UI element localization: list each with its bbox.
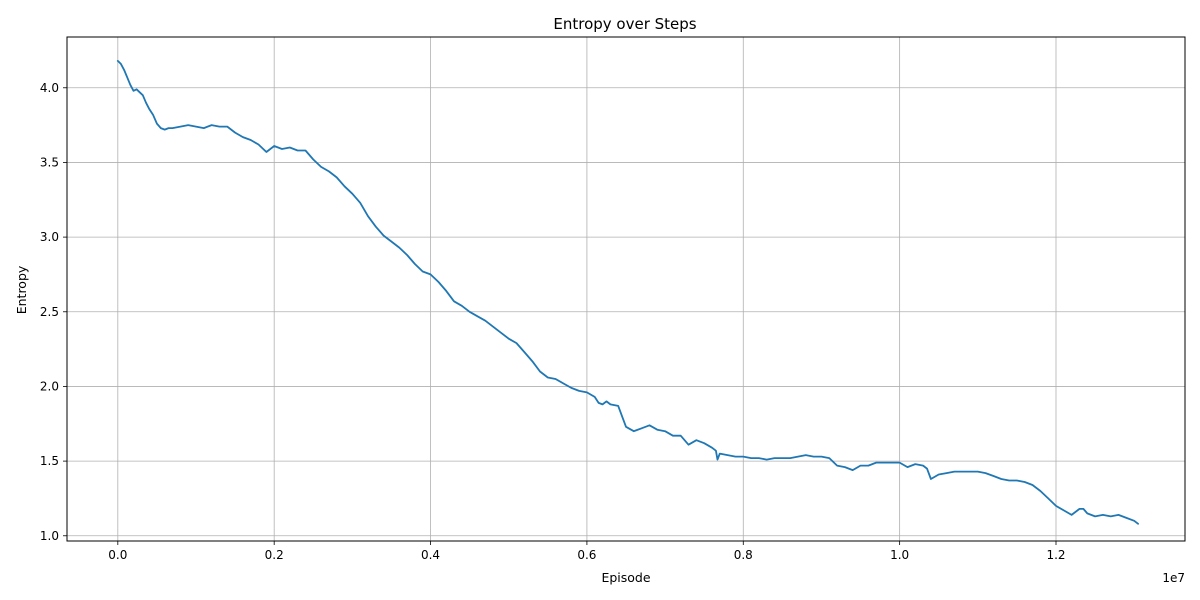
y-tick-label: 1.5 [40, 454, 59, 468]
x-tick-label: 0.0 [108, 548, 127, 562]
x-tick-label: 0.6 [577, 548, 596, 562]
x-tick-label: 0.2 [265, 548, 284, 562]
y-tick-label: 2.0 [40, 379, 59, 393]
entropy-series-line [116, 60, 1139, 525]
ticks: 0.0 0.2 0.4 0.6 0.8 1.0 1.2 1.0 1.5 2.0 2.5 3.0 3.5 4… [40, 81, 1066, 562]
x-tick-label: 1.0 [890, 548, 909, 562]
x-tick-label: 0.8 [734, 548, 753, 562]
y-tick-label: 3.5 [40, 155, 59, 169]
y-tick-label: 2.5 [40, 305, 59, 319]
grid [67, 37, 1185, 541]
data-series [116, 60, 1139, 525]
y-tick-label: 3.0 [40, 230, 59, 244]
x-axis-label: Episode [601, 570, 650, 585]
y-tick-label: 4.0 [40, 81, 59, 95]
chart-title: Entropy over Steps [553, 15, 696, 33]
x-tick-label: 0.4 [421, 548, 440, 562]
x-axis-offset-label: 1e7 [1162, 571, 1185, 585]
y-axis-label: Entropy [14, 265, 29, 314]
y-tick-label: 1.0 [40, 529, 59, 543]
plot-area-frame [66, 36, 1186, 542]
x-tick-label: 1.2 [1046, 548, 1065, 562]
